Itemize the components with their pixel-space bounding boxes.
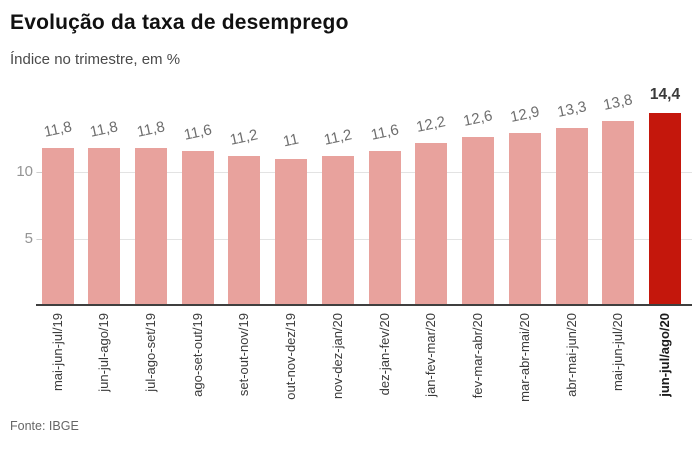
bar: [555, 128, 588, 305]
bar: [181, 150, 214, 305]
bar-value-label: 11,6: [182, 120, 214, 144]
x-axis-label: set-out-nov/19: [236, 313, 252, 397]
x-axis-label: jul-ago-set/19: [142, 313, 158, 392]
x-axis-label: fev-mar-abr/20: [470, 313, 486, 399]
y-axis-label: 5: [24, 229, 33, 247]
x-axis-label: dez-jan-fev/20: [376, 313, 392, 396]
bar: [368, 150, 401, 305]
bar-value-label: 11,6: [368, 120, 401, 144]
bar-value-label: 12,9: [508, 103, 541, 127]
bar: [462, 137, 495, 305]
bar: [275, 158, 308, 305]
x-axis-label: nov-dez-jan/20: [329, 313, 345, 399]
bar-value-label: 11,2: [228, 126, 260, 149]
gridline: [36, 172, 692, 173]
bar-value-label: 11,8: [88, 118, 120, 141]
bar: [88, 148, 121, 305]
chart-subtitle: Índice no trimestre, em %: [10, 51, 181, 68]
bar: [321, 156, 354, 305]
y-axis-label: 10: [16, 163, 33, 180]
bar: [41, 148, 74, 305]
bar: [508, 133, 541, 305]
x-axis-label: ago-set-out/19: [189, 313, 205, 397]
x-axis-label: abr-mai-jun/20: [563, 313, 579, 397]
bar-value-label: 14,4: [649, 86, 681, 104]
bar-value-label: 11: [281, 130, 301, 151]
x-axis-label: mai-jun-jul/19: [49, 313, 65, 392]
bar-value-label: 13,3: [555, 98, 588, 121]
source-note: Fonte: IBGE: [10, 419, 79, 433]
chart-title: Evolução da taxa de desemprego: [10, 11, 349, 34]
gridline: [36, 238, 692, 240]
x-axis-label: mar-abr-mai/20: [516, 313, 532, 402]
x-axis-label: jun-jul-ago/19: [96, 313, 112, 392]
y-axis-tick: [37, 172, 44, 173]
bar-highlighted: [648, 113, 681, 305]
x-axis-label: jan-fev-mar/20: [423, 313, 439, 397]
bar: [134, 148, 167, 305]
bar-value-label: 11,8: [41, 118, 73, 141]
y-axis-tick: [37, 238, 44, 240]
bar-value-label: 12,2: [415, 112, 448, 136]
bar: [228, 156, 261, 305]
x-axis-label: out-nov-dez/19: [283, 313, 299, 400]
bar-value-label: 13,8: [602, 91, 635, 115]
bar-value-label: 12,6: [461, 107, 495, 131]
bar-value-label: 11,2: [322, 126, 354, 149]
bar: [415, 142, 448, 305]
bar-value-label: 11,8: [135, 118, 167, 141]
x-axis-label: jun-jul/ago/20: [656, 313, 672, 397]
x-axis-label: mai-jun-jul/20: [610, 313, 626, 392]
bar: [602, 121, 635, 305]
x-axis-line: [36, 304, 692, 306]
